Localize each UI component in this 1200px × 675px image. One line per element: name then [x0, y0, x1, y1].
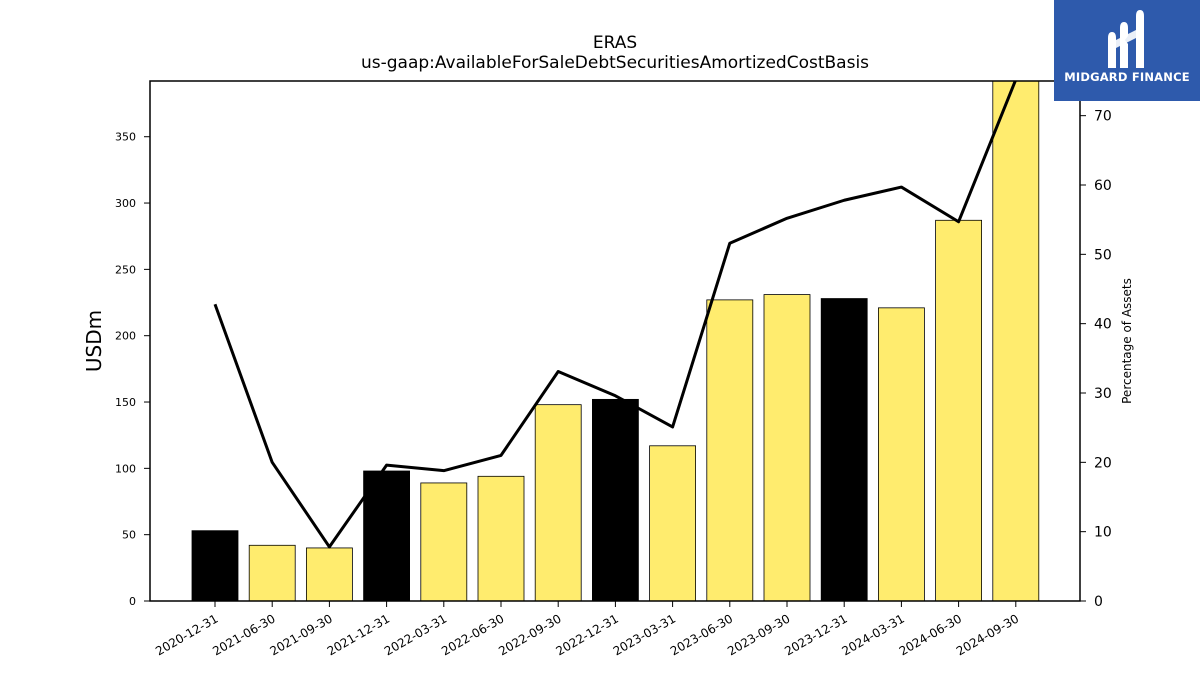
bar-2020-12-31: [191, 530, 239, 601]
bar-2022-12-31: [592, 398, 639, 601]
line-layer: [213, 81, 1017, 549]
x-tick-label: 2020-12-31: [153, 611, 220, 658]
x-tick-label: 2023-06-30: [668, 611, 735, 658]
bar-2024-03-31: [878, 307, 925, 601]
bar-2024-06-30: [935, 219, 982, 601]
brand-logo: MIDGARD FINANCE: [1054, 0, 1200, 101]
y-axis-left: 0 50 100 150 200 250 300 350: [115, 131, 150, 608]
y-tick-label: 300: [115, 197, 136, 210]
x-tick-label: 2023-09-30: [725, 611, 792, 658]
x-tick-label: 2024-09-30: [954, 611, 1021, 658]
bars-layer: [191, 81, 1040, 601]
bar-2021-06-30: [248, 544, 296, 601]
bar-2023-12-31: [820, 298, 868, 601]
y-tick-label: 150: [115, 396, 136, 409]
x-tick-label: 2021-06-30: [210, 611, 277, 658]
y2-tick-label: 50: [1094, 247, 1112, 263]
bar-2023-06-30: [706, 299, 754, 601]
y2-tick-label: 0: [1094, 594, 1103, 610]
y2-tick-label: 40: [1094, 317, 1112, 333]
y-tick-label: 200: [115, 330, 136, 343]
y-tick-label: 0: [129, 595, 136, 608]
x-tick-label: 2023-12-31: [782, 611, 849, 658]
bar-2022-09-30: [534, 404, 582, 601]
x-tick-label: 2022-03-31: [382, 611, 449, 658]
bar-2023-09-30: [763, 294, 811, 601]
x-tick-label: 2024-06-30: [897, 611, 964, 658]
percentage-line: [213, 81, 1017, 549]
y-tick-label: 250: [115, 263, 136, 276]
bar-2021-12-31: [363, 470, 411, 601]
y-axis-right: 0 10 20 30 40 50 60 70: [1080, 109, 1112, 610]
y-tick-label: 50: [122, 529, 136, 542]
x-axis: 2020-12-312021-06-302021-09-302021-12-31…: [153, 601, 1021, 658]
x-tick-label: 2023-03-31: [611, 611, 678, 658]
x-tick-label: 2021-09-30: [267, 611, 334, 658]
y2-tick-label: 70: [1094, 109, 1112, 125]
y2-tick-label: 20: [1094, 455, 1112, 471]
y2-tick-label: 10: [1094, 525, 1112, 541]
y-tick-label: 350: [115, 131, 136, 144]
brand-name: MIDGARD FINANCE: [1064, 70, 1190, 84]
x-tick-label: 2022-09-30: [496, 611, 563, 658]
bar-2024-09-30: [992, 81, 1040, 601]
bar-2022-06-30: [477, 475, 525, 601]
midgard-logo-icon: [1108, 10, 1144, 68]
bar-2021-09-30: [305, 547, 353, 601]
chart-subtitle: us-gaap:AvailableForSaleDebtSecuritiesAm…: [361, 53, 869, 73]
y2-tick-label: 30: [1094, 386, 1112, 402]
y-axis-label: USDm: [82, 310, 106, 372]
y-tick-label: 100: [115, 462, 136, 475]
x-tick-label: 2022-12-31: [553, 611, 620, 658]
x-tick-label: 2022-06-30: [439, 611, 506, 658]
chart-title: ERAS: [593, 33, 637, 53]
x-tick-label: 2021-12-31: [325, 611, 392, 658]
y2-tick-label: 60: [1094, 178, 1112, 194]
x-tick-label: 2024-03-31: [839, 611, 906, 658]
bar-2023-03-31: [649, 445, 696, 601]
y2-axis-label: Percentage of Assets: [1120, 278, 1134, 404]
bar-2022-03-31: [420, 482, 468, 601]
